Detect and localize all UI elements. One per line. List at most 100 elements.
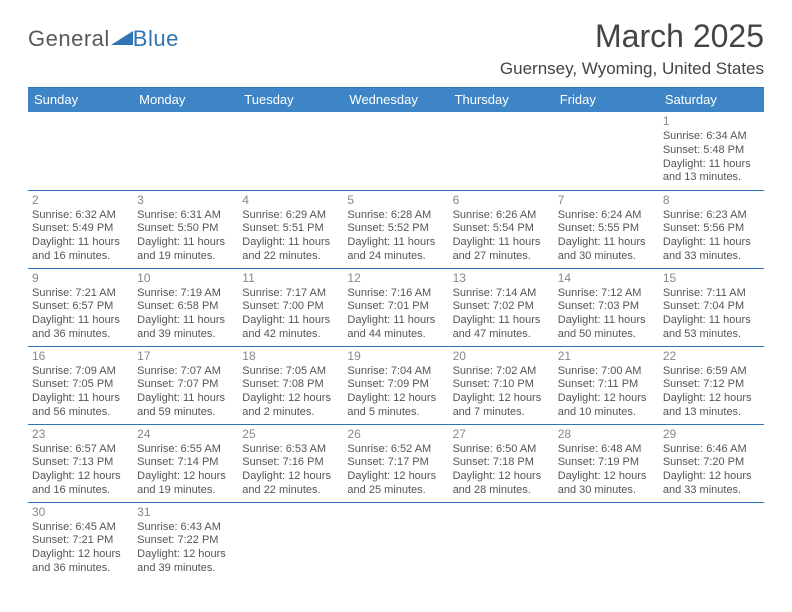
day-number: 7 <box>558 193 655 208</box>
daylight-text: Daylight: 11 hours and 27 minutes. <box>453 236 550 264</box>
day-cell: 22Sunrise: 6:59 AMSunset: 7:12 PMDayligh… <box>659 346 764 424</box>
day-cell: 1Sunrise: 6:34 AMSunset: 5:48 PMDaylight… <box>659 112 764 190</box>
sunrise-text: Sunrise: 7:16 AM <box>347 287 444 301</box>
sunset-text: Sunset: 5:51 PM <box>242 222 339 236</box>
daylight-text: Daylight: 11 hours and 53 minutes. <box>663 314 760 342</box>
day-cell: 3Sunrise: 6:31 AMSunset: 5:50 PMDaylight… <box>133 190 238 268</box>
sunrise-text: Sunrise: 6:53 AM <box>242 443 339 457</box>
daylight-text: Daylight: 12 hours and 33 minutes. <box>663 470 760 498</box>
sunset-text: Sunset: 7:05 PM <box>32 378 129 392</box>
col-sun: Sunday <box>28 88 133 112</box>
sunrise-text: Sunrise: 7:19 AM <box>137 287 234 301</box>
sunset-text: Sunset: 7:20 PM <box>663 456 760 470</box>
sunset-text: Sunset: 6:58 PM <box>137 300 234 314</box>
daylight-text: Daylight: 12 hours and 10 minutes. <box>558 392 655 420</box>
sunset-text: Sunset: 5:56 PM <box>663 222 760 236</box>
day-cell: 12Sunrise: 7:16 AMSunset: 7:01 PMDayligh… <box>343 268 448 346</box>
sunrise-text: Sunrise: 7:21 AM <box>32 287 129 301</box>
day-cell: 11Sunrise: 7:17 AMSunset: 7:00 PMDayligh… <box>238 268 343 346</box>
sunrise-text: Sunrise: 7:09 AM <box>32 365 129 379</box>
location: Guernsey, Wyoming, United States <box>500 59 764 79</box>
daylight-text: Daylight: 12 hours and 13 minutes. <box>663 392 760 420</box>
sunset-text: Sunset: 7:13 PM <box>32 456 129 470</box>
day-number: 12 <box>347 271 444 286</box>
sunset-text: Sunset: 5:48 PM <box>663 144 760 158</box>
col-fri: Friday <box>554 88 659 112</box>
daylight-text: Daylight: 12 hours and 7 minutes. <box>453 392 550 420</box>
day-cell: 25Sunrise: 6:53 AMSunset: 7:16 PMDayligh… <box>238 424 343 502</box>
day-number: 27 <box>453 427 550 442</box>
sunrise-text: Sunrise: 6:55 AM <box>137 443 234 457</box>
day-number: 4 <box>242 193 339 208</box>
daylight-text: Daylight: 12 hours and 25 minutes. <box>347 470 444 498</box>
day-cell: 14Sunrise: 7:12 AMSunset: 7:03 PMDayligh… <box>554 268 659 346</box>
day-number: 20 <box>453 349 550 364</box>
day-number: 10 <box>137 271 234 286</box>
sunset-text: Sunset: 5:52 PM <box>347 222 444 236</box>
title-block: March 2025 Guernsey, Wyoming, United Sta… <box>500 18 764 85</box>
sunrise-text: Sunrise: 6:43 AM <box>137 521 234 535</box>
daylight-text: Daylight: 11 hours and 24 minutes. <box>347 236 444 264</box>
day-number: 18 <box>242 349 339 364</box>
sail-icon <box>111 31 133 45</box>
day-number: 14 <box>558 271 655 286</box>
day-cell: 6Sunrise: 6:26 AMSunset: 5:54 PMDaylight… <box>449 190 554 268</box>
daylight-text: Daylight: 11 hours and 33 minutes. <box>663 236 760 264</box>
sunrise-text: Sunrise: 6:59 AM <box>663 365 760 379</box>
sunrise-text: Sunrise: 6:29 AM <box>242 209 339 223</box>
sunrise-text: Sunrise: 7:07 AM <box>137 365 234 379</box>
daylight-text: Daylight: 11 hours and 30 minutes. <box>558 236 655 264</box>
day-cell <box>343 112 448 190</box>
sunset-text: Sunset: 7:02 PM <box>453 300 550 314</box>
day-cell: 23Sunrise: 6:57 AMSunset: 7:13 PMDayligh… <box>28 424 133 502</box>
col-tue: Tuesday <box>238 88 343 112</box>
sunrise-text: Sunrise: 6:34 AM <box>663 130 760 144</box>
week-row: 16Sunrise: 7:09 AMSunset: 7:05 PMDayligh… <box>28 346 764 424</box>
day-cell: 4Sunrise: 6:29 AMSunset: 5:51 PMDaylight… <box>238 190 343 268</box>
sunrise-text: Sunrise: 7:12 AM <box>558 287 655 301</box>
daylight-text: Daylight: 11 hours and 59 minutes. <box>137 392 234 420</box>
sunset-text: Sunset: 7:09 PM <box>347 378 444 392</box>
sunrise-text: Sunrise: 7:04 AM <box>347 365 444 379</box>
day-cell: 18Sunrise: 7:05 AMSunset: 7:08 PMDayligh… <box>238 346 343 424</box>
day-number: 6 <box>453 193 550 208</box>
day-number: 28 <box>558 427 655 442</box>
sunrise-text: Sunrise: 6:52 AM <box>347 443 444 457</box>
day-cell: 16Sunrise: 7:09 AMSunset: 7:05 PMDayligh… <box>28 346 133 424</box>
sunset-text: Sunset: 7:17 PM <box>347 456 444 470</box>
sunset-text: Sunset: 7:08 PM <box>242 378 339 392</box>
week-row: 1Sunrise: 6:34 AMSunset: 5:48 PMDaylight… <box>28 112 764 190</box>
sunrise-text: Sunrise: 7:00 AM <box>558 365 655 379</box>
day-number: 3 <box>137 193 234 208</box>
day-number: 21 <box>558 349 655 364</box>
day-cell <box>238 112 343 190</box>
day-cell: 31Sunrise: 6:43 AMSunset: 7:22 PMDayligh… <box>133 502 238 580</box>
week-row: 9Sunrise: 7:21 AMSunset: 6:57 PMDaylight… <box>28 268 764 346</box>
day-cell: 15Sunrise: 7:11 AMSunset: 7:04 PMDayligh… <box>659 268 764 346</box>
sunset-text: Sunset: 7:07 PM <box>137 378 234 392</box>
sunrise-text: Sunrise: 6:50 AM <box>453 443 550 457</box>
calendar-body: 1Sunrise: 6:34 AMSunset: 5:48 PMDaylight… <box>28 112 764 580</box>
day-number: 19 <box>347 349 444 364</box>
day-number: 23 <box>32 427 129 442</box>
calendar-page: General Blue March 2025 Guernsey, Wyomin… <box>0 0 792 590</box>
day-number: 25 <box>242 427 339 442</box>
day-cell: 21Sunrise: 7:00 AMSunset: 7:11 PMDayligh… <box>554 346 659 424</box>
day-cell <box>659 502 764 580</box>
day-number: 8 <box>663 193 760 208</box>
daylight-text: Daylight: 11 hours and 42 minutes. <box>242 314 339 342</box>
sunrise-text: Sunrise: 6:26 AM <box>453 209 550 223</box>
day-cell <box>554 112 659 190</box>
sunset-text: Sunset: 7:21 PM <box>32 534 129 548</box>
day-cell: 5Sunrise: 6:28 AMSunset: 5:52 PMDaylight… <box>343 190 448 268</box>
daylight-text: Daylight: 12 hours and 19 minutes. <box>137 470 234 498</box>
logo-text-1: General <box>28 26 110 52</box>
daylight-text: Daylight: 12 hours and 5 minutes. <box>347 392 444 420</box>
col-mon: Monday <box>133 88 238 112</box>
sunrise-text: Sunrise: 7:11 AM <box>663 287 760 301</box>
day-cell: 7Sunrise: 6:24 AMSunset: 5:55 PMDaylight… <box>554 190 659 268</box>
sunrise-text: Sunrise: 6:45 AM <box>32 521 129 535</box>
col-thu: Thursday <box>449 88 554 112</box>
sunrise-text: Sunrise: 6:57 AM <box>32 443 129 457</box>
day-number: 31 <box>137 505 234 520</box>
